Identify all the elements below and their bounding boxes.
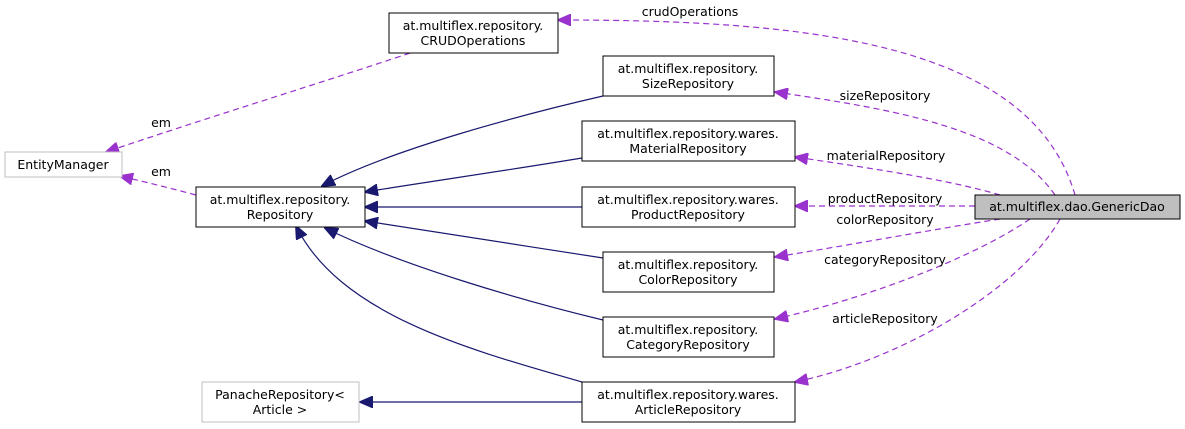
- node-panache-repository-line1: PanacheRepository<: [215, 387, 345, 402]
- edge-category-inherits-repository: [325, 228, 604, 321]
- usage-edges: [106, 20, 1076, 382]
- edge-repository-uses-entity-manager: [120, 176, 197, 196]
- node-repository[interactable]: at.multiflex.repository. Repository: [195, 186, 366, 228]
- node-material-repository-line1: at.multiflex.repository.wares.: [597, 126, 779, 141]
- node-product-repository[interactable]: at.multiflex.repository.wares. ProductRe…: [581, 186, 796, 228]
- edge-color-inherits-repository: [365, 221, 604, 259]
- edge-crud-uses-entity-manager: [106, 52, 411, 152]
- inheritance-edges: [296, 95, 604, 402]
- node-category-repository-line1: at.multiflex.repository.: [618, 322, 759, 337]
- node-article-repository-line1: at.multiflex.repository.wares.: [597, 387, 779, 402]
- node-entity-manager-label: EntityManager: [17, 157, 109, 172]
- edge-label-em-repository: em: [151, 164, 171, 179]
- edge-label-category-repository: categoryRepository: [824, 252, 946, 267]
- node-panache-repository[interactable]: PanacheRepository< Article >: [201, 381, 360, 423]
- edge-generic-dao-uses-material: [795, 157, 1001, 196]
- edge-label-crud-operations: crudOperations: [642, 4, 739, 19]
- node-category-repository-line2: CategoryRepository: [626, 337, 750, 352]
- node-repository-line2: Repository: [247, 207, 314, 222]
- edge-material-inherits-repository: [365, 157, 583, 192]
- edge-labels: crudOperations sizeRepository materialRe…: [151, 4, 946, 326]
- edge-label-em-crud: em: [151, 115, 171, 130]
- edge-label-size-repository: sizeRepository: [840, 88, 931, 103]
- node-generic-dao-label: at.multiflex.dao.GenericDao: [989, 199, 1165, 214]
- node-article-repository[interactable]: at.multiflex.repository.wares. ArticleRe…: [581, 381, 796, 423]
- edge-label-material-repository: materialRepository: [827, 148, 946, 163]
- edge-label-product-repository: productRepository: [828, 191, 943, 206]
- node-panache-repository-line2: Article >: [253, 402, 308, 417]
- node-repository-line1: at.multiflex.repository.: [210, 192, 351, 207]
- node-crud-operations[interactable]: at.multiflex.repository. CRUDOperations: [388, 12, 559, 54]
- node-material-repository[interactable]: at.multiflex.repository.wares. MaterialR…: [581, 120, 796, 162]
- node-crud-operations-line2: CRUDOperations: [421, 33, 526, 48]
- node-size-repository-line2: SizeRepository: [642, 76, 735, 91]
- node-product-repository-line1: at.multiflex.repository.wares.: [597, 192, 779, 207]
- node-size-repository-line1: at.multiflex.repository.: [618, 61, 759, 76]
- node-size-repository[interactable]: at.multiflex.repository. SizeRepository: [602, 55, 775, 97]
- edge-generic-dao-uses-category: [775, 218, 1031, 319]
- node-entity-manager[interactable]: EntityManager: [4, 151, 123, 178]
- node-generic-dao[interactable]: at.multiflex.dao.GenericDao: [974, 194, 1181, 220]
- node-material-repository-line2: MaterialRepository: [629, 141, 747, 156]
- node-color-repository-line1: at.multiflex.repository.: [618, 257, 759, 272]
- node-color-repository-line2: ColorRepository: [638, 272, 738, 287]
- edge-label-article-repository: articleRepository: [832, 311, 938, 326]
- node-crud-operations-line1: at.multiflex.repository.: [403, 18, 544, 33]
- node-product-repository-line2: ProductRepository: [631, 207, 746, 222]
- node-color-repository[interactable]: at.multiflex.repository. ColorRepository: [602, 251, 775, 293]
- edge-generic-dao-uses-size: [775, 92, 1056, 196]
- edge-generic-dao-uses-crud: [558, 20, 1076, 196]
- node-category-repository[interactable]: at.multiflex.repository. CategoryReposit…: [602, 316, 775, 358]
- edge-article-inherits-repository: [296, 226, 583, 383]
- node-article-repository-line2: ArticleRepository: [635, 402, 742, 417]
- edge-label-color-repository: colorRepository: [836, 212, 934, 227]
- edge-generic-dao-uses-color: [775, 218, 1001, 257]
- edge-size-inherits-repository: [322, 95, 604, 186]
- edge-generic-dao-uses-article: [795, 218, 1061, 382]
